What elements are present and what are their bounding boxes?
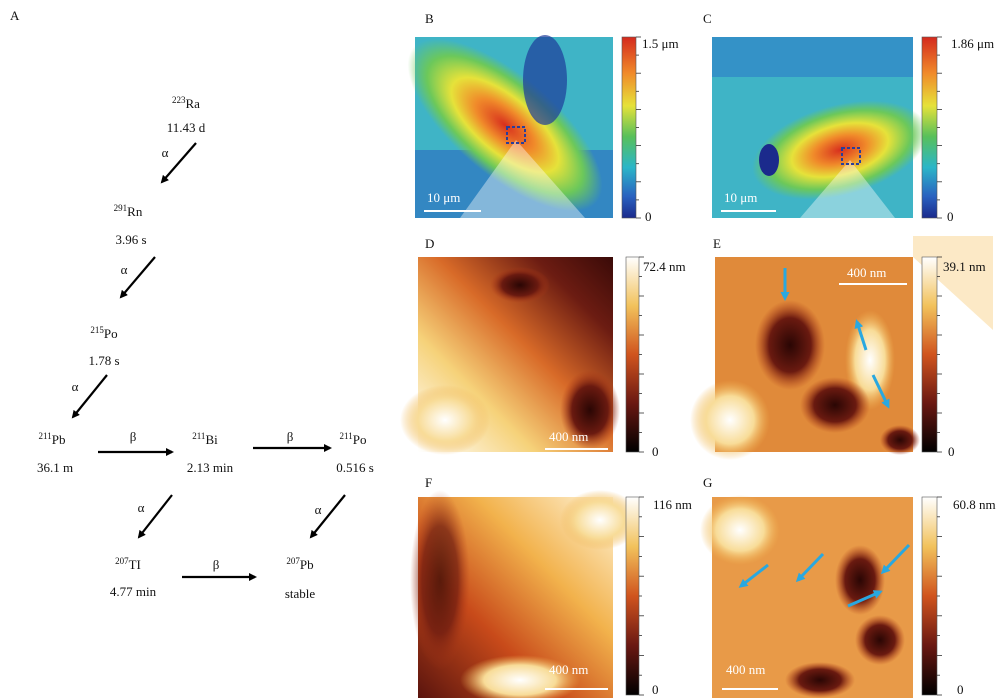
transition-label: α: [72, 379, 79, 394]
half-life: 1.78 s: [88, 353, 119, 368]
panel-b: B 10 μm 1.5 μm 0: [381, 10, 679, 241]
isotope: 215Po: [90, 325, 117, 341]
panel-label: A: [10, 8, 20, 23]
colorbar-min: 0: [652, 682, 659, 697]
isotope: 211Pb: [39, 431, 66, 447]
half-life: 0.516 s: [336, 460, 374, 475]
transition-label: α: [315, 502, 322, 517]
colorbar: [626, 497, 639, 695]
colorbar: [626, 257, 639, 452]
height-map-region: [835, 545, 885, 615]
height-map-region: [759, 144, 779, 176]
panel-d: D 400 nm 72.4 nm 0: [400, 236, 686, 459]
height-map-region: [880, 425, 920, 455]
height-map-region: [800, 377, 870, 433]
height-map-region: [690, 380, 770, 460]
transition-label: α: [138, 500, 145, 515]
scale-bar-label: 400 nm: [726, 662, 765, 677]
colorbar-max: 39.1 nm: [943, 259, 986, 274]
transition-label: β: [213, 557, 220, 572]
transition-label: α: [162, 145, 169, 160]
panel-label: D: [425, 236, 434, 251]
transition-label: β: [130, 429, 137, 444]
figure: A 223Ra 11.43 d 291Rn 3.96 s 215Po 1.78 …: [0, 0, 1003, 698]
panel-label: C: [703, 11, 712, 26]
scale-bar-label: 10 μm: [427, 190, 460, 205]
half-life: 4.77 min: [110, 584, 157, 599]
scale-bar-label: 400 nm: [549, 662, 588, 677]
isotope: 211Po: [340, 431, 367, 447]
isotope: 207Pb: [286, 556, 313, 572]
isotope: 211Bi: [192, 431, 218, 447]
isotope: 223Ra: [172, 95, 200, 111]
height-map-region: [700, 495, 780, 565]
decay-chain: 223Ra 11.43 d 291Rn 3.96 s 215Po 1.78 s …: [37, 95, 374, 601]
isotope: 207TI: [115, 556, 141, 572]
height-map-region: [712, 37, 913, 77]
panel-label: B: [425, 11, 434, 26]
colorbar-min: 0: [645, 209, 652, 224]
panel-label: E: [713, 236, 721, 251]
colorbar: [922, 257, 937, 452]
panel-c: C 10 μm 1.86 μm 0: [703, 11, 994, 224]
half-life: 3.96 s: [115, 232, 146, 247]
height-map-region: [400, 385, 490, 455]
colorbar-max: 1.86 μm: [951, 36, 994, 51]
colorbar: [922, 497, 937, 695]
transition-label: α: [121, 262, 128, 277]
height-map-region: [755, 300, 825, 390]
colorbar-max: 72.4 nm: [643, 259, 686, 274]
scale-bar-label: 400 nm: [549, 429, 588, 444]
half-life: stable: [285, 586, 316, 601]
height-map-region: [785, 662, 855, 698]
panel-label: F: [425, 475, 432, 490]
panel-g: G 400 nm 60.8 nm 0: [700, 475, 996, 698]
panel-label: G: [703, 475, 712, 490]
transition-label: β: [287, 429, 294, 444]
height-map-region: [410, 490, 470, 670]
scale-bar-label: 400 nm: [847, 265, 886, 280]
colorbar-min: 0: [948, 444, 955, 459]
colorbar: [622, 37, 636, 218]
height-map-region: [490, 267, 550, 303]
height-map-region: [855, 615, 905, 665]
isotope: 291Rn: [114, 203, 143, 219]
colorbar-min: 0: [957, 682, 964, 697]
colorbar-max: 1.5 μm: [642, 36, 679, 51]
panel-f: F 400 nm 116 nm 0: [410, 475, 692, 698]
colorbar-max: 60.8 nm: [953, 497, 996, 512]
height-map-region: [523, 35, 567, 125]
half-life: 36.1 m: [37, 460, 73, 475]
half-life: 11.43 d: [167, 120, 206, 135]
half-life: 2.13 min: [187, 460, 234, 475]
colorbar-min: 0: [652, 444, 659, 459]
scale-bar-label: 10 μm: [724, 190, 757, 205]
colorbar: [922, 37, 937, 218]
colorbar-max: 116 nm: [653, 497, 692, 512]
colorbar-min: 0: [947, 209, 954, 224]
